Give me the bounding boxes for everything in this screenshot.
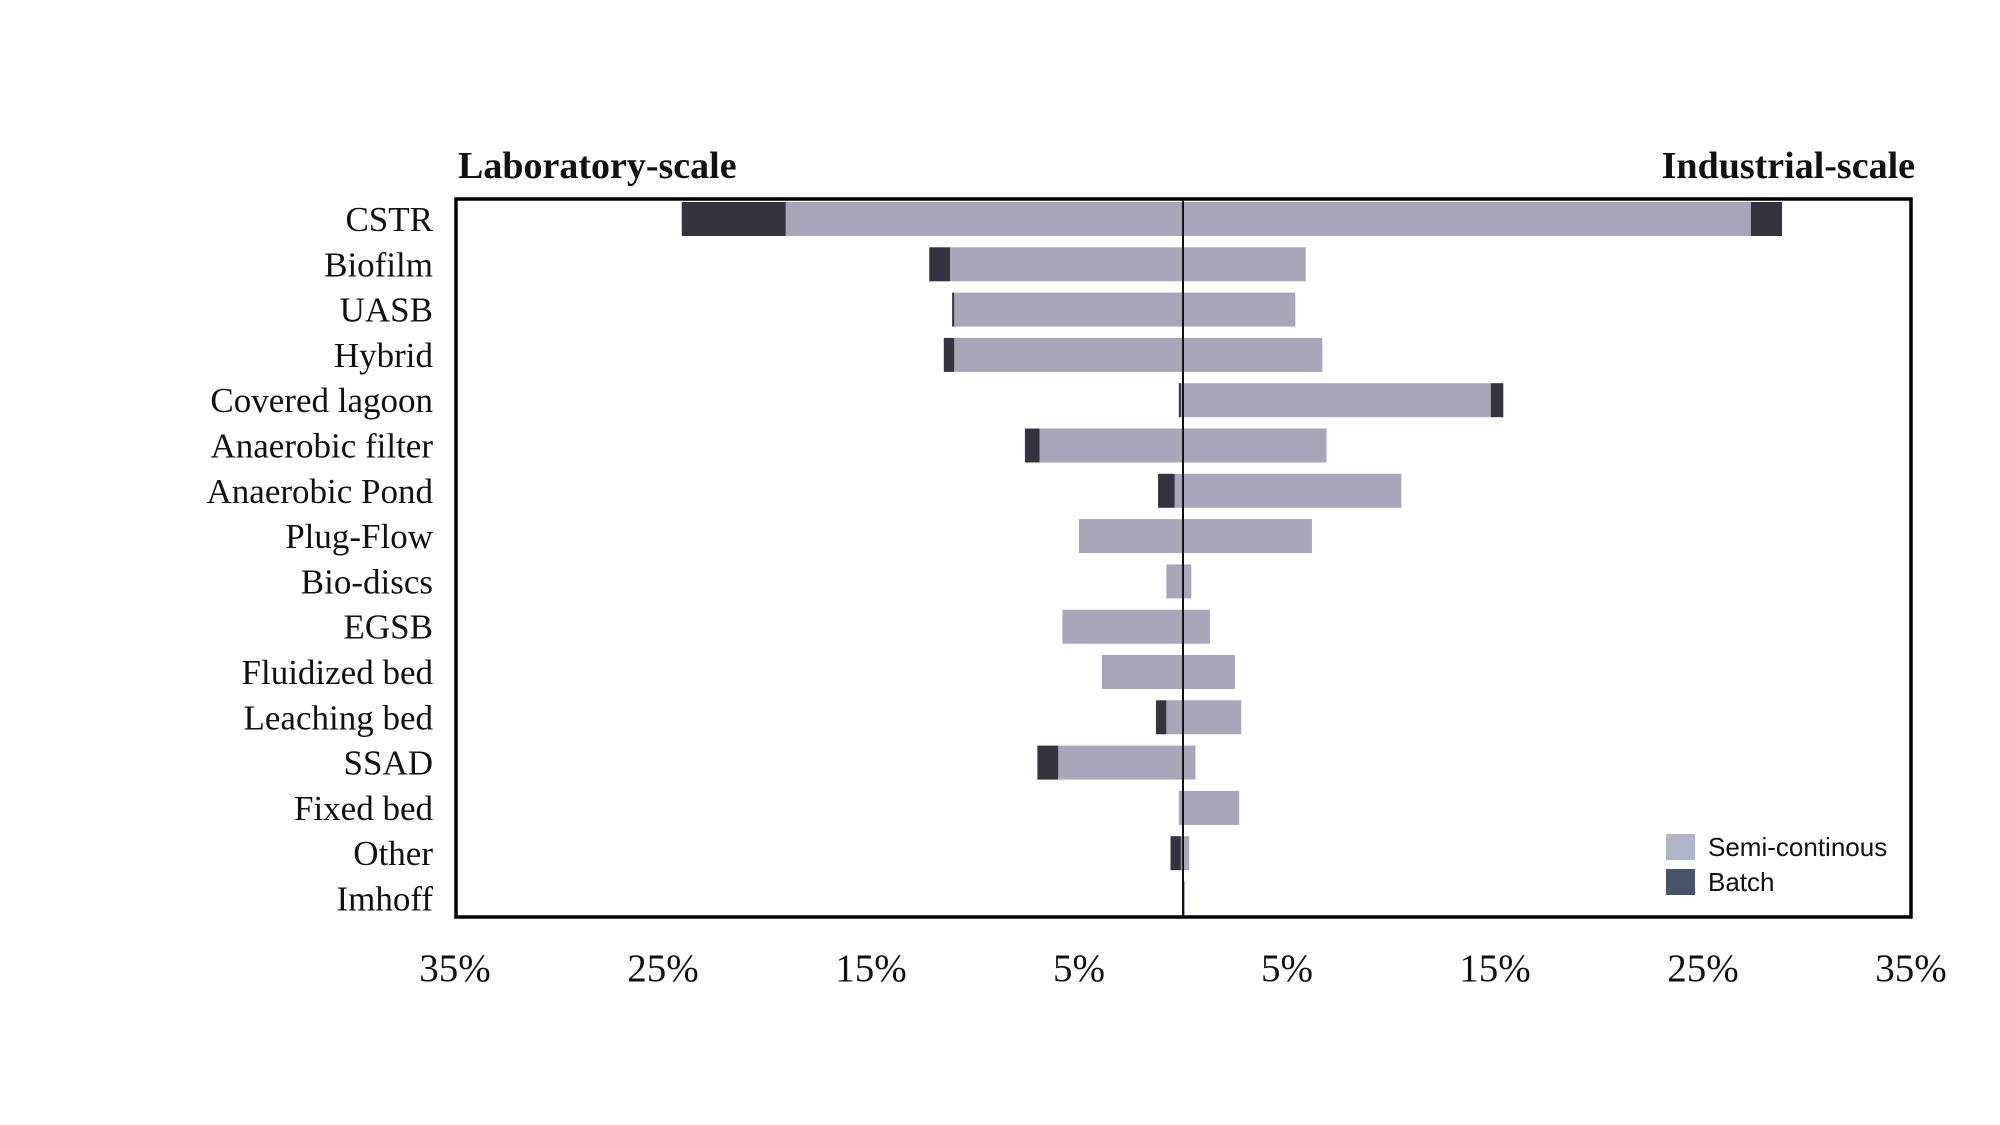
x-tick-label: 25% [1667,947,1739,990]
legend-label-semi-continous: Semi-continous [1708,832,1887,862]
x-tick-label: 15% [835,947,907,990]
bar-lab-batch-hybrid [943,337,955,372]
category-label-other: Other [353,834,433,873]
bar-lab-semi-leaching-bed [1166,700,1183,735]
legend: Semi-continous Batch [1666,832,1887,897]
bar-ind-semi-fixed-bed [1183,790,1240,825]
x-tick-label: 5% [1261,947,1313,990]
bar-ind-semi-covered-lagoon [1183,383,1491,418]
bar-lab-semi-anaerobic-filter [1039,428,1183,463]
legend-swatch-batch [1666,869,1695,895]
bar-ind-batch-covered-lagoon [1490,383,1504,418]
category-label-biofilm: Biofilm [324,245,433,284]
bar-ind-semi-anaerobic-filter [1183,428,1327,463]
category-label-leaching-bed: Leaching bed [244,698,434,737]
x-tick-labels: 35% 25% 15% 5% 5% 15% 25% 35% [419,947,1947,990]
bar-lab-semi-fluidized-bed [1101,655,1183,689]
category-labels: CSTR Biofilm UASB Hybrid Covered lagoon Anaer… [207,200,434,919]
bar-ind-semi-egsb [1183,609,1211,644]
bar-lab-semi-biofilm [950,247,1183,282]
bar-lab-batch-anaerobic-pond [1158,473,1175,508]
bar-lab-batch-uasb [952,292,955,327]
x-tick-label: 35% [419,947,491,990]
bar-lab-batch-biofilm [929,247,951,282]
bar-lab-batch-cstr [681,202,786,236]
bar-ind-semi-anaerobic-pond [1183,473,1402,508]
bar-lab-batch-leaching-bed [1155,700,1167,735]
category-label-fluidized-bed: Fluidized bed [242,653,434,692]
bar-lab-semi-bio-discs [1166,564,1183,599]
right-title: Industrial-scale [1662,145,1915,187]
category-label-covered-lagoon: Covered lagoon [210,381,433,420]
category-label-anaerobic-filter: Anaerobic filter [210,427,433,466]
x-tick-label: 15% [1459,947,1531,990]
bar-lab-batch-other [1170,836,1181,871]
category-label-cstr: CSTR [345,200,433,239]
category-label-anaerobic-pond: Anaerobic Pond [207,472,434,511]
bar-lab-semi-covered-lagoon [1180,383,1183,418]
bar-ind-semi-other [1183,836,1190,871]
bar-ind-batch-cstr [1750,202,1783,236]
bar-lab-semi-other [1180,836,1183,871]
bar-ind-semi-hybrid [1183,337,1323,372]
bar-lab-batch-anaerobic-filter [1024,428,1040,463]
category-label-imhoff: Imhoff [336,880,433,919]
bar-ind-semi-uasb [1183,292,1296,327]
category-label-hybrid: Hybrid [334,336,434,375]
bar-lab-batch-covered-lagoon [1178,383,1181,418]
bar-ind-semi-bio-discs [1183,564,1192,599]
bar-lab-semi-anaerobic-pond [1174,473,1183,508]
bar-ind-semi-fluidized-bed [1183,655,1235,689]
bar-lab-semi-hybrid [954,337,1183,372]
bar-lab-semi-ssad [1058,745,1183,780]
category-label-uasb: UASB [340,291,433,330]
category-label-bio-discs: Bio-discs [301,562,433,601]
bar-lab-semi-fixed-bed [1178,790,1183,825]
bar-ind-semi-biofilm [1183,247,1306,282]
category-label-plug-flow: Plug-Flow [285,517,434,556]
bar-ind-semi-plug-flow [1183,519,1312,554]
plot-frame [454,197,1913,919]
left-title: Laboratory-scale [458,145,737,187]
bar-ind-semi-cstr [1183,202,1751,236]
legend-swatch-semi-continous [1666,834,1695,860]
bar-lab-semi-uasb [954,292,1183,327]
x-tick-label: 25% [627,947,699,990]
legend-label-batch: Batch [1708,867,1775,897]
x-tick-label: 35% [1875,947,1947,990]
category-label-fixed-bed: Fixed bed [294,789,434,828]
bar-lab-semi-egsb [1062,609,1183,644]
bar-lab-semi-plug-flow [1079,519,1183,554]
bar-lab-batch-ssad [1037,745,1059,780]
bar-ind-semi-leaching-bed [1183,700,1242,735]
category-label-ssad: SSAD [344,744,433,783]
category-label-egsb: EGSB [344,608,433,647]
bar-lab-semi-cstr [785,202,1183,236]
x-tick-label: 5% [1053,947,1105,990]
bar-ind-semi-imhoff [1183,881,1186,916]
bar-ind-semi-ssad [1183,745,1196,780]
bars-layer [681,202,1783,916]
